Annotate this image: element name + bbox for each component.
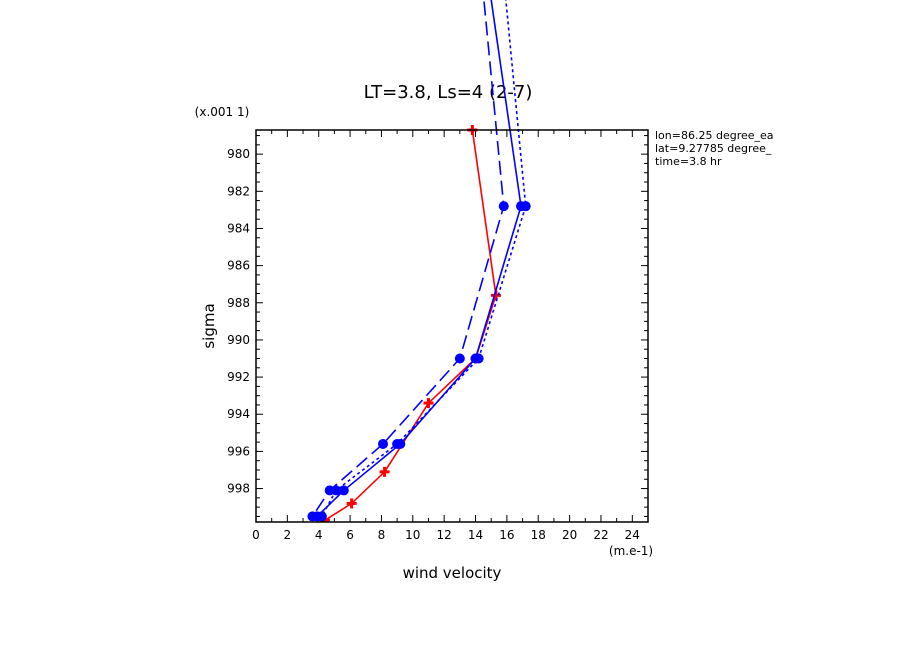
- x-tick-label: 0: [252, 528, 260, 542]
- data-point: [378, 438, 389, 449]
- x-tick-label: 18: [531, 528, 546, 542]
- x-tick-label: 8: [378, 528, 386, 542]
- data-point: [423, 398, 434, 409]
- data-point: [454, 353, 465, 364]
- data-point: [379, 466, 390, 477]
- series-line-2: [311, 0, 505, 517]
- x-tick-label: 2: [284, 528, 292, 542]
- data-point: [338, 485, 349, 496]
- y-tick-label: 982: [227, 184, 250, 198]
- data-point: [473, 353, 484, 364]
- y-tick-label: 996: [227, 444, 250, 458]
- y-axis-label: sigma: [200, 303, 218, 348]
- y-tick-label: 992: [227, 370, 250, 384]
- y-tick-label: 988: [227, 296, 250, 310]
- x-tick-label: 10: [405, 528, 420, 542]
- data-point: [316, 511, 327, 522]
- data-point: [330, 485, 341, 496]
- x-units-label: (m.e-1): [609, 544, 653, 558]
- data-point: [520, 201, 531, 212]
- annotation-time: time=3.8 hr: [655, 155, 722, 168]
- x-tick-label: 16: [499, 528, 514, 542]
- x-tick-label: 6: [346, 528, 354, 542]
- x-tick-label: 24: [625, 528, 640, 542]
- x-tick-label: 12: [437, 528, 452, 542]
- x-tick-label: 22: [593, 528, 608, 542]
- series-line-3: [321, 0, 527, 517]
- plot-frame: [255, 129, 649, 523]
- y-tick-label: 990: [227, 333, 250, 347]
- y-tick-label: 986: [227, 259, 250, 273]
- x-axis-label: wind velocity: [403, 564, 502, 582]
- chart-title: LT=3.8, Ls=4 (2-7): [364, 82, 533, 103]
- data-point: [346, 498, 357, 509]
- x-tick-label: 4: [315, 528, 323, 542]
- x-tick-label: 20: [562, 528, 577, 542]
- data-point: [498, 201, 509, 212]
- data-point: [392, 438, 403, 449]
- y-tick-label: 984: [227, 221, 250, 235]
- y-tick-label: 998: [227, 482, 250, 496]
- y-tick-label: 980: [227, 147, 250, 161]
- series-layer: [307, 0, 531, 522]
- y-units-label: (x.001 1): [195, 105, 250, 119]
- annotation-lon: lon=86.25 degree_ea: [655, 129, 774, 142]
- axes: 0 2 4 6 8 10 12 14 16 18 20 22 249809829849869889909…: [227, 130, 649, 542]
- data-point: [307, 511, 318, 522]
- annotation-lat: lat=9.27785 degree_: [655, 142, 772, 155]
- y-tick-label: 994: [227, 407, 250, 421]
- x-tick-label: 14: [468, 528, 483, 542]
